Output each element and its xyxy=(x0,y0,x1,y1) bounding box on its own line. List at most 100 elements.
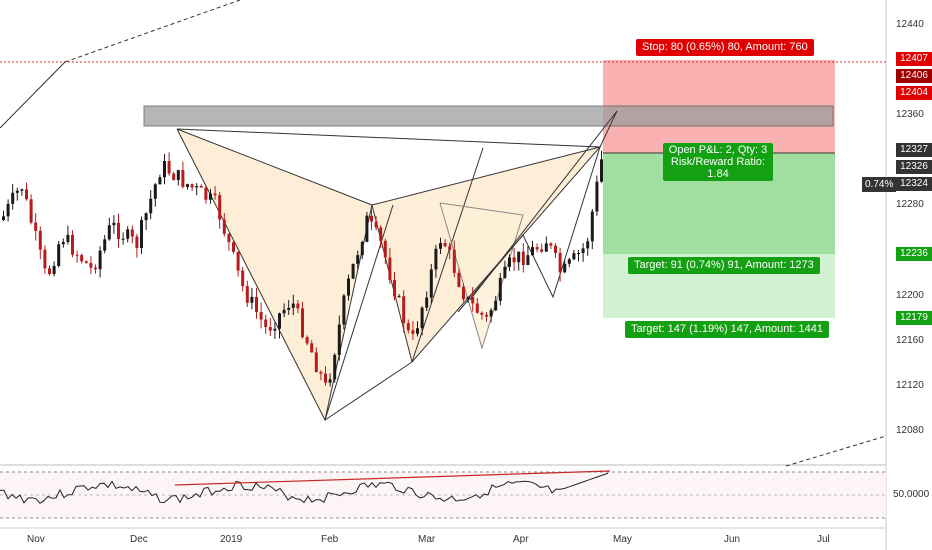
candle-body xyxy=(61,242,65,245)
candle-body xyxy=(328,379,332,383)
trend-line-left-ext[interactable] xyxy=(64,0,241,63)
price-tag-entry: 12327 xyxy=(896,143,932,157)
candle-body xyxy=(429,269,433,298)
price-tag: 12406 xyxy=(896,69,932,83)
candle-body xyxy=(397,296,401,298)
candle-body xyxy=(540,249,544,252)
target-2-label[interactable]: Target: 147 (1.19%) 147, Amount: 1441 xyxy=(625,321,830,338)
pattern-extension-3[interactable] xyxy=(469,110,618,301)
pattern-main-outline[interactable] xyxy=(176,128,602,422)
candle-body xyxy=(567,259,571,264)
stop-loss-label[interactable]: Stop: 80 (0.65%) 80, Amount: 760 xyxy=(636,39,814,56)
candle-body xyxy=(319,372,323,374)
candle-body xyxy=(485,314,488,317)
open-pnl-box[interactable]: Open P&L: 2, Qty: 3 Risk/Reward Ratio: 1… xyxy=(663,143,773,181)
candle-body xyxy=(38,230,42,250)
candle-body xyxy=(209,193,212,200)
candle-body xyxy=(222,219,226,234)
price-tag-current: 12324 xyxy=(896,177,932,191)
candle-body xyxy=(383,240,387,258)
candle-body xyxy=(370,215,373,222)
time-tick: Jun xyxy=(724,534,740,545)
time-tick: Apr xyxy=(513,534,529,545)
pattern-inner-triangle[interactable] xyxy=(439,202,524,350)
candle-body xyxy=(411,330,415,334)
candle-body xyxy=(480,312,484,315)
price-tick: 12160 xyxy=(896,335,924,346)
candle-body xyxy=(498,277,502,301)
candle-body xyxy=(544,243,548,252)
candle-body xyxy=(374,221,378,228)
candle-body xyxy=(402,296,406,324)
candle-body xyxy=(347,278,350,296)
candle-body xyxy=(121,238,125,240)
candle-body xyxy=(89,263,93,268)
time-tick: Feb xyxy=(321,534,339,545)
price-tag: 12326 xyxy=(896,160,932,174)
price-tick: 12120 xyxy=(896,380,924,391)
pattern-lines[interactable] xyxy=(176,110,618,422)
candle-body xyxy=(167,161,171,174)
oscillator-divergence-line[interactable] xyxy=(174,470,611,486)
time-tick: May xyxy=(613,534,632,545)
candle-body xyxy=(324,373,327,383)
candle-body xyxy=(365,215,369,242)
price-tick: 12200 xyxy=(896,290,924,301)
candle-body xyxy=(48,268,51,275)
candle-body xyxy=(29,199,33,223)
price-axis[interactable]: 12440 12360 12280 12200 12160 12120 1208… xyxy=(896,19,924,436)
pattern-xb-line[interactable] xyxy=(176,128,373,206)
candle-body xyxy=(75,254,79,256)
candle-body xyxy=(558,253,562,273)
price-tag-target-2: 12179 xyxy=(896,311,932,325)
candle-body xyxy=(153,184,157,199)
candle-body xyxy=(213,193,217,196)
candle-body xyxy=(590,211,594,242)
candle-body xyxy=(20,189,24,191)
candle-body xyxy=(475,303,479,313)
candle-body xyxy=(245,286,249,303)
candle-body xyxy=(6,203,10,217)
candle-body xyxy=(278,313,281,329)
oscillator-line[interactable] xyxy=(0,472,609,504)
candle-body xyxy=(268,327,272,331)
candle-body xyxy=(84,261,88,264)
pattern-extension-2[interactable] xyxy=(411,147,484,363)
candle-body xyxy=(103,239,107,251)
candle-body xyxy=(457,272,461,287)
candle-body xyxy=(94,267,97,270)
candle-body xyxy=(406,323,410,331)
trend-line-left[interactable] xyxy=(0,61,66,129)
candle-body xyxy=(600,159,603,182)
candle-body xyxy=(135,236,139,248)
trend-line-right-ext[interactable] xyxy=(785,435,887,467)
time-tick: Dec xyxy=(130,534,148,545)
candle-body xyxy=(531,247,534,256)
target-1-label[interactable]: Target: 91 (0.74%) 91, Amount: 1273 xyxy=(628,257,820,274)
candle-body xyxy=(503,266,507,278)
price-tag: 12404 xyxy=(896,86,932,100)
pattern-bd-line[interactable] xyxy=(371,146,601,206)
resistance-box[interactable] xyxy=(143,105,834,127)
candle-body xyxy=(11,192,15,204)
candle-body xyxy=(494,300,498,311)
pattern-d-spike[interactable] xyxy=(599,110,618,148)
time-axis[interactable]: Nov Dec 2019 Feb Mar Apr May Jun Jul xyxy=(0,527,886,545)
price-tag-stop: 12407 xyxy=(896,52,932,66)
candle-body xyxy=(264,319,268,328)
candle-body xyxy=(508,257,511,267)
candlestick-series[interactable] xyxy=(2,150,603,387)
candle-body xyxy=(144,213,148,221)
price-tick: 12360 xyxy=(896,109,924,120)
pattern-ac-line[interactable] xyxy=(324,361,413,421)
candle-body xyxy=(80,255,84,262)
price-tick: 12280 xyxy=(896,199,924,210)
candle-body xyxy=(250,296,254,303)
candle-body xyxy=(360,241,364,256)
candle-body xyxy=(236,251,240,271)
price-tick: 12440 xyxy=(896,19,924,30)
time-tick: Nov xyxy=(27,534,45,545)
candle-body xyxy=(140,220,143,248)
time-tick: 2019 xyxy=(220,534,243,545)
